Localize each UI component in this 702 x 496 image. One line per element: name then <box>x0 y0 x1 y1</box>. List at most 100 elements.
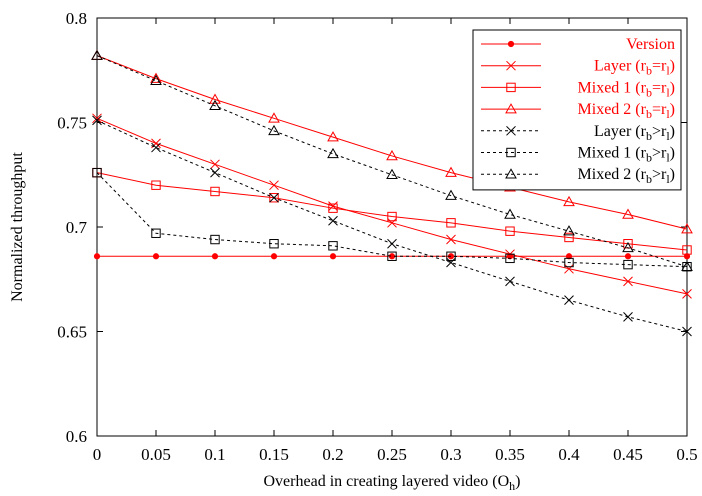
data-point <box>506 147 516 158</box>
series-5 <box>92 115 692 337</box>
series-line <box>96 172 688 268</box>
data-point <box>150 74 162 85</box>
data-point <box>269 193 279 203</box>
data-point <box>210 234 220 245</box>
data-point <box>210 159 220 170</box>
x-tick-label: 0.15 <box>259 445 289 464</box>
y-tick-label: 0.8 <box>66 9 87 28</box>
data-point <box>682 245 692 255</box>
legend-entry: Mixed 2 (rb>rl) <box>481 166 675 186</box>
legend-label: Version <box>626 36 675 53</box>
legend-label-subscript: l <box>666 107 670 121</box>
series-line <box>96 55 688 230</box>
legend-label-part: =r <box>652 58 667 75</box>
legend-label-part: =r <box>652 79 667 96</box>
data-point <box>682 289 692 299</box>
data-point <box>505 103 517 114</box>
legend-label: Mixed 1 (rb=rl) <box>578 79 675 99</box>
data-point <box>681 260 693 271</box>
legend-label-subscript: l <box>666 129 670 143</box>
data-point <box>446 234 456 245</box>
legend-label-subscript: l <box>666 64 670 78</box>
data-point <box>622 208 634 219</box>
data-point <box>565 253 573 260</box>
x-tick-label: 0.05 <box>141 445 171 464</box>
data-point <box>152 253 160 260</box>
data-point <box>564 232 574 243</box>
legend-label-part: ) <box>670 166 675 183</box>
data-point <box>564 257 574 268</box>
data-point <box>446 251 456 261</box>
legend-label-part: Mixed 2 (r <box>578 166 647 183</box>
legend-box <box>472 29 682 191</box>
data-point <box>563 225 575 236</box>
data-point <box>210 186 220 197</box>
data-point <box>505 226 515 236</box>
data-point <box>505 168 517 179</box>
data-point <box>91 49 103 60</box>
legend-label-part: ) <box>670 101 675 118</box>
legend-entry: Mixed 1 (rb>rl) <box>481 145 675 165</box>
legend-label: Layer (rb=rl) <box>594 58 675 78</box>
data-point <box>682 326 692 337</box>
data-point <box>387 217 397 228</box>
data-point <box>328 203 338 213</box>
x-tick-label: 0.25 <box>377 445 407 464</box>
data-point <box>150 72 162 83</box>
legend-label-part: =r <box>652 101 667 118</box>
data-point <box>387 211 397 222</box>
legend-label-part: >r <box>652 123 667 140</box>
legend-label-part: Layer (r <box>594 58 647 75</box>
legend-label-subscript: l <box>666 172 670 186</box>
data-point <box>211 253 219 260</box>
data-point <box>505 276 515 287</box>
legend-label-subscript: b <box>646 64 652 78</box>
data-point <box>506 60 516 71</box>
data-point <box>387 251 397 261</box>
x-tick-label: 0.4 <box>558 445 580 464</box>
data-point <box>386 168 398 179</box>
data-point <box>270 253 278 260</box>
data-point <box>505 253 515 264</box>
axes: 0 0.05 0.1 0.15 0.2 0.25 0.3 0.35 0.4 0.45 0.5 0.6 0… <box>57 9 697 464</box>
data-point <box>506 125 516 136</box>
legend-label-subscript: l <box>666 85 670 99</box>
data-point <box>93 253 101 260</box>
legend-label-part: Mixed 2 (r <box>578 101 647 118</box>
series-3 <box>92 167 692 255</box>
series-group <box>91 49 693 337</box>
x-tick-label: 0.45 <box>613 445 643 464</box>
data-point <box>445 166 457 177</box>
data-point <box>506 82 516 93</box>
data-point <box>92 115 102 126</box>
data-point <box>328 215 338 226</box>
data-point <box>269 239 279 249</box>
data-point <box>446 257 456 268</box>
legend-label-subscript: b <box>646 172 652 186</box>
x-tick-label: 0.35 <box>495 445 525 464</box>
legend-entry: Layer (rb=rl) <box>481 58 675 78</box>
data-point <box>269 192 279 203</box>
data-point <box>386 149 398 161</box>
y-tick-label: 0.65 <box>57 323 87 342</box>
series-7 <box>91 49 693 271</box>
data-point <box>624 253 632 260</box>
data-point <box>623 259 633 270</box>
data-point <box>504 208 516 219</box>
x-axis-title-subscript: h <box>509 479 515 493</box>
legend-label-subscript: b <box>646 151 652 165</box>
y-tick-label: 0.7 <box>66 218 88 237</box>
data-point <box>387 238 397 249</box>
legend-label-part: >r <box>652 166 667 183</box>
series-6 <box>92 167 692 272</box>
legend-label: Mixed 2 (rb=rl) <box>578 101 675 121</box>
legend-label: Layer (rb>rl) <box>594 123 675 143</box>
legend-label-part: ) <box>670 123 675 140</box>
legend-label: Mixed 2 (rb>rl) <box>578 166 675 186</box>
legend-label-subscript: b <box>646 129 652 143</box>
x-axis-title-suffix: ) <box>515 473 520 490</box>
data-point <box>328 241 338 251</box>
legend-label-part: Mixed 1 (r <box>578 145 647 162</box>
data-point <box>92 167 102 178</box>
